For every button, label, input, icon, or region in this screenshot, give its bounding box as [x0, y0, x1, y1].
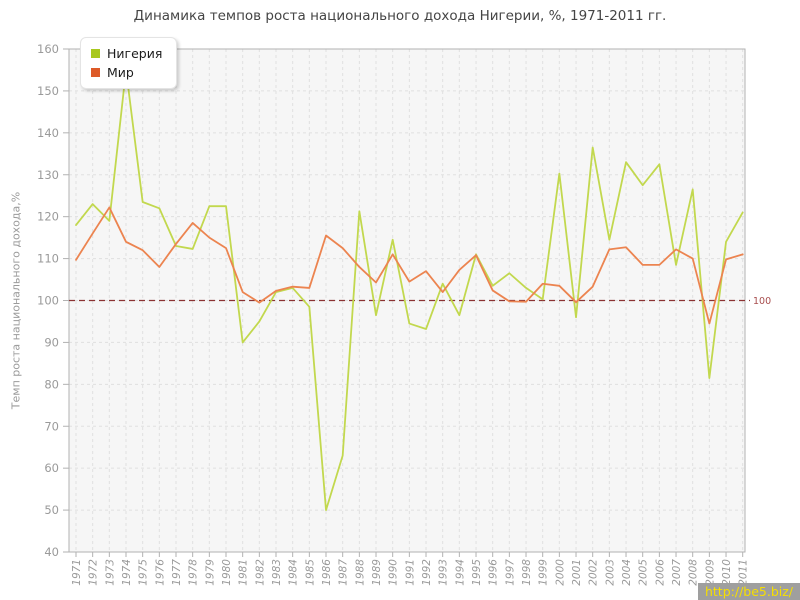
tick-marks [63, 48, 744, 557]
y-tick-label: 90 [44, 335, 59, 349]
x-tick-label: 1993 [438, 559, 450, 586]
legend-item-nigeria[interactable]: Нигерия [91, 44, 162, 63]
x-tick-label: 2011 [738, 559, 750, 586]
y-tick-label: 80 [44, 377, 59, 391]
x-tick-label: 1982 [254, 559, 266, 586]
x-tick-label: 2010 [721, 559, 733, 586]
x-tick-label: 2001 [571, 559, 583, 586]
legend-item-mir[interactable]: Мир [91, 63, 162, 82]
x-tick-label: 1996 [488, 559, 500, 586]
legend-label: Нигерия [107, 46, 163, 61]
y-tick-label: 70 [44, 419, 59, 433]
x-tick-label: 1980 [221, 559, 233, 586]
reference-line-label: 100 [753, 296, 771, 307]
x-tick-label: 1971 [71, 559, 83, 586]
x-tick-label: 2008 [688, 559, 700, 586]
x-tick-label: 2007 [671, 559, 683, 586]
x-tick-label: 1997 [504, 559, 516, 586]
x-tick-label: 1986 [321, 559, 333, 586]
x-tick-label: 1983 [271, 559, 283, 586]
y-tick-label: 150 [37, 84, 59, 98]
y-tick-label: 100 [37, 294, 59, 308]
x-tick-label: 1977 [171, 559, 183, 586]
x-tick-label: 2000 [554, 559, 566, 586]
x-tick-label: 1985 [304, 559, 316, 586]
watermark-link[interactable]: http://be5.biz/ [698, 583, 800, 600]
legend: Нигерия Мир [80, 37, 178, 89]
x-tick-label: 2009 [704, 559, 716, 586]
y-tick-label: 60 [44, 461, 59, 475]
x-tick-label: 1973 [104, 559, 116, 586]
x-tick-label: 1979 [204, 559, 216, 586]
y-axis-title: Темп роста национального дохода,% [9, 191, 23, 410]
x-tick-label: 2006 [654, 559, 666, 586]
x-tick-label: 2003 [604, 559, 616, 586]
chart-title: Динамика темпов роста национального дохо… [133, 8, 667, 24]
x-tick-label: 1976 [154, 559, 166, 586]
x-tick-label: 1975 [138, 559, 150, 586]
x-tick-label: 1995 [471, 559, 483, 586]
x-tick-label: 1992 [421, 559, 433, 586]
x-tick-label: 1988 [354, 559, 366, 586]
x-axis-tick-labels: 1971 1972 1973 1974 1975 1976 1977 1978 1979 1980… [71, 559, 750, 586]
legend-label: Мир [107, 65, 134, 80]
series-line-nigeria [75, 69, 744, 511]
y-tick-label: 160 [37, 42, 59, 56]
x-tick-label: 1978 [188, 559, 200, 586]
x-tick-label: 1981 [238, 559, 250, 586]
x-tick-label: 1974 [121, 559, 133, 586]
x-tick-label: 1999 [538, 559, 550, 586]
x-tick-label: 2002 [588, 559, 600, 586]
legend-swatch-nigeria [91, 49, 100, 58]
y-axis-tick-labels: 160 150 140 130 120 110 100 90 80 70 60 50 40 [37, 42, 59, 559]
x-tick-label: 1972 [88, 559, 100, 586]
y-tick-label: 130 [37, 168, 59, 182]
legend-swatch-mir [91, 68, 100, 77]
y-tick-label: 110 [37, 252, 59, 266]
series-line-mir [75, 206, 744, 325]
x-tick-label: 2004 [621, 559, 633, 586]
x-tick-label: 2005 [638, 559, 650, 586]
y-tick-label: 40 [44, 545, 59, 559]
y-tick-label: 140 [37, 126, 59, 140]
x-tick-label: 1994 [454, 559, 466, 586]
x-tick-label: 1987 [338, 559, 350, 586]
y-tick-label: 50 [44, 503, 59, 517]
x-tick-label: 1991 [404, 559, 416, 586]
x-tick-label: 1984 [288, 559, 300, 586]
x-tick-label: 1989 [371, 559, 383, 586]
x-tick-label: 1998 [521, 559, 533, 586]
y-tick-label: 120 [37, 210, 59, 224]
x-tick-label: 1990 [388, 559, 400, 586]
